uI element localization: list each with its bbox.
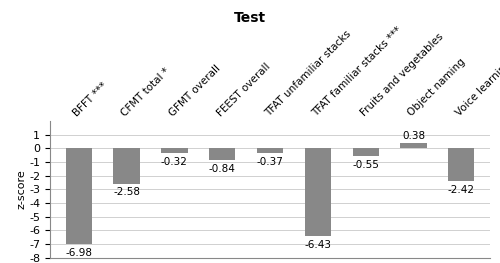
Text: Fruits and vegetables: Fruits and vegetables [358,32,445,118]
Text: Voice learning d’ *: Voice learning d’ * [454,44,500,118]
Bar [161,148,188,153]
Text: BFFT ***: BFFT *** [72,80,110,118]
Text: FEEST overall: FEEST overall [215,61,272,118]
Bar [114,148,140,184]
Bar [209,148,236,160]
Text: -6.43: -6.43 [304,240,332,250]
Bar [352,148,379,156]
Text: TFAT unfamiliar stacks: TFAT unfamiliar stacks [263,29,352,118]
Bar [66,148,92,244]
Text: -0.37: -0.37 [256,157,283,167]
Text: GFMT overall: GFMT overall [168,63,222,118]
Bar [304,148,331,236]
Bar [448,148,474,181]
Bar [257,148,283,153]
Text: CFMT total *: CFMT total * [120,66,172,118]
Bar [400,143,426,148]
Text: -0.55: -0.55 [352,160,379,170]
Text: -0.32: -0.32 [161,156,188,166]
Text: TFAT familiar stacks ***: TFAT familiar stacks *** [311,25,404,118]
Text: -2.42: -2.42 [448,185,475,195]
Text: Object naming: Object naming [406,57,468,118]
Text: -0.84: -0.84 [208,164,236,174]
Y-axis label: z-score: z-score [16,169,26,209]
Text: -2.58: -2.58 [113,188,140,198]
Text: Test: Test [234,11,266,24]
Text: 0.38: 0.38 [402,132,425,141]
Text: -6.98: -6.98 [65,248,92,258]
